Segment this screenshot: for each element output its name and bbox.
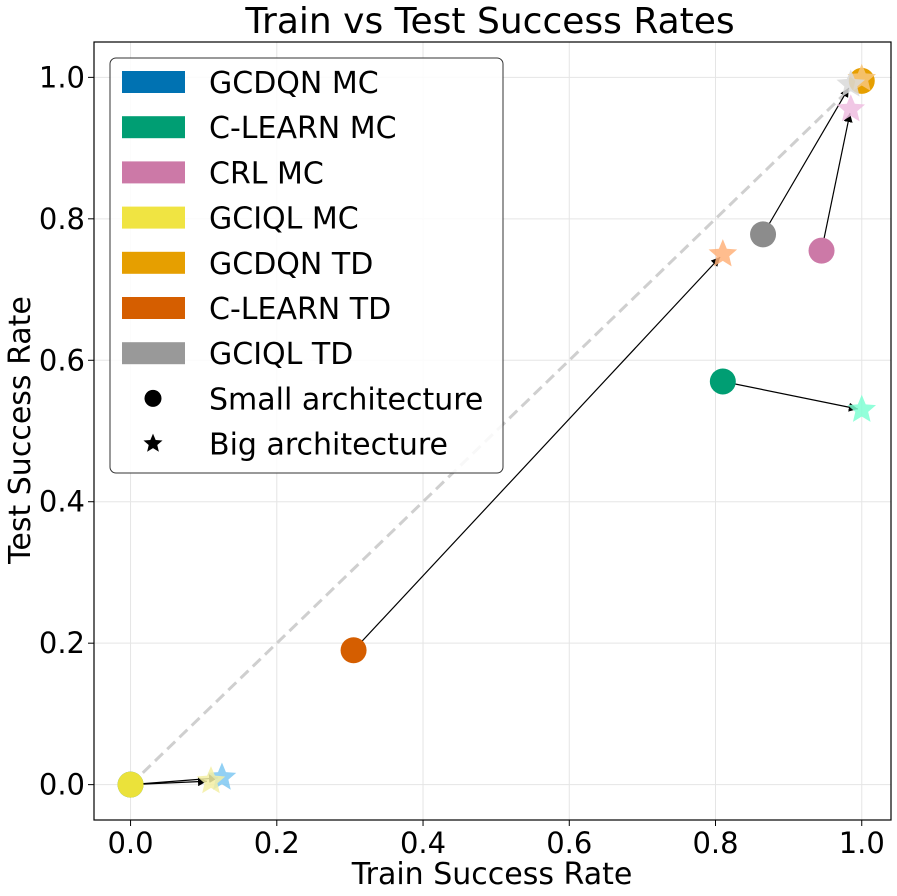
y-tick-label: 1.0: [39, 60, 85, 94]
y-tick-label: 0.8: [39, 202, 85, 236]
legend-swatch-gciql-td: [122, 342, 185, 365]
legend-marker-circle: [144, 389, 162, 407]
x-tick-label: 0.6: [546, 826, 592, 860]
legend-label: CRL MC: [209, 156, 324, 191]
legend-swatch-crl-mc: [122, 161, 185, 184]
crl-mc-arrow: [820, 112, 853, 251]
legend-swatch-gcdqn-mc: [122, 71, 185, 93]
x-tick-label: 0.4: [400, 826, 446, 860]
x-axis-label: Train Success Rate: [351, 857, 633, 892]
c-learn-td-big-point: [708, 239, 738, 267]
legend-swatch-gciql-mc: [122, 206, 185, 229]
x-tick-label: 0.0: [107, 826, 153, 860]
legend-marker-star: [143, 433, 163, 452]
legend-swatch-gcdqn-td: [122, 251, 185, 274]
legend-label: GCIQL TD: [209, 337, 353, 372]
gciql-mc-small-point: [117, 771, 144, 798]
points-layer: [117, 63, 877, 798]
y-tick-label: 0.0: [39, 768, 85, 802]
legend-label: GCDQN TD: [209, 247, 373, 282]
crl-mc-small-point: [808, 237, 835, 264]
c-learn-td-small-point: [340, 637, 367, 664]
legend-label: Small architecture: [209, 382, 483, 417]
y-tick-label: 0.2: [39, 626, 85, 660]
x-tick-label: 0.8: [692, 826, 738, 860]
legend-box: [109, 57, 504, 474]
chart-title: Train vs Test Success Rates: [244, 1, 734, 42]
legend-label: GCDQN MC: [209, 66, 379, 101]
legend-label: C-LEARN TD: [209, 292, 391, 327]
legend-label: C-LEARN MC: [209, 111, 397, 146]
x-axis-ticks: 0.0 0.2 0.4 0.6 0.8 1.0: [107, 820, 885, 860]
c-learn-mc-small-point: [709, 368, 736, 395]
y-axis-label: Test Success Rate: [3, 296, 38, 565]
x-tick-label: 0.2: [254, 826, 300, 860]
c-learn-mc-big-point: [847, 394, 877, 422]
gciql-td-arrow: [762, 87, 850, 235]
gciql-mc-big-point: [196, 766, 226, 794]
legend-label: Big architecture: [209, 428, 448, 463]
y-axis-ticks: 0.0 0.2 0.4 0.6 0.8 1.0: [39, 60, 94, 802]
gciql-td-big-point: [836, 69, 866, 97]
x-tick-label: 1.0: [839, 826, 885, 860]
legend-label: GCIQL MC: [209, 202, 359, 237]
y-tick-label: 0.4: [39, 485, 85, 519]
gciql-td-small-point: [750, 221, 777, 248]
legend-swatch-c-learn-mc: [122, 116, 185, 139]
crl-mc-big-point: [836, 94, 866, 122]
legend-swatch-c-learn-td: [122, 297, 185, 319]
c-learn-td-arrow: [353, 256, 721, 651]
legend: GCDQN MC C-LEARN MC CRL MC GCIQL MC GCDQN TD…: [109, 57, 504, 474]
plot-frame: [93, 41, 892, 821]
y-tick-label: 0.6: [39, 343, 85, 377]
c-learn-mc-arrow: [722, 380, 858, 412]
